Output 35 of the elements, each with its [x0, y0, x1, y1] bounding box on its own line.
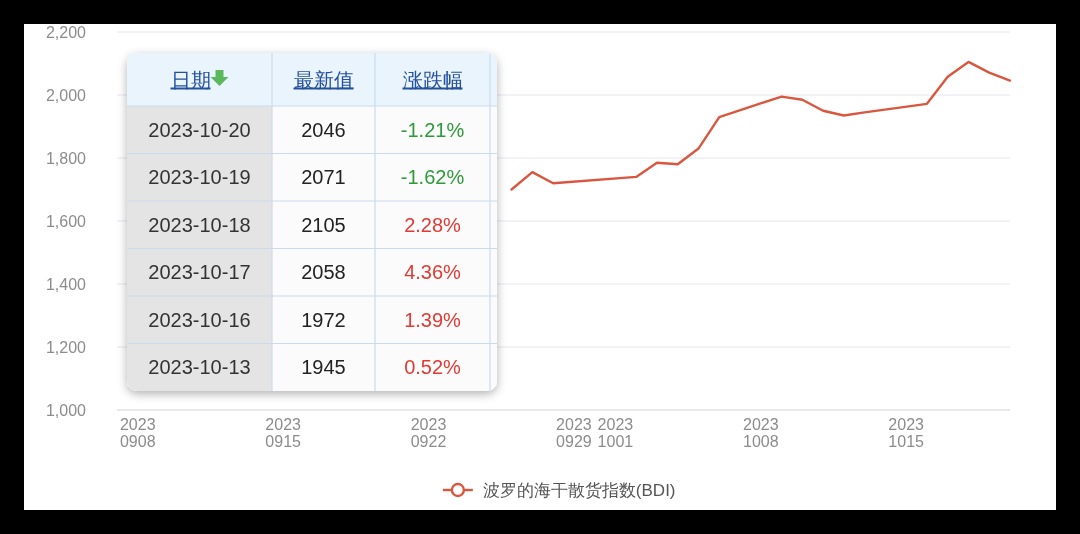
x-tick-label: 20230922: [410, 416, 447, 450]
category-label: 2023-10-17: [148, 261, 251, 284]
x-tick-label: 20230908: [119, 416, 156, 450]
x-tick-label: 20230915: [265, 416, 302, 450]
category-label: 2023-10-13: [148, 356, 251, 379]
category-label: 2023-10-16: [148, 308, 251, 331]
category-label: 2023-10-19: [148, 166, 251, 189]
data-label: 1972: [301, 308, 346, 331]
category-label: 2023-10-18: [148, 213, 251, 236]
data-label: 2.28%: [404, 213, 462, 236]
data-label: 2071: [301, 166, 346, 189]
y-tick-label: 2,200: [45, 23, 87, 41]
line-series: [510, 60, 1012, 191]
y-tick-label: 1,400: [45, 275, 87, 293]
x-tick-label: 20231015: [888, 416, 925, 450]
y-tick-label: 1,600: [45, 212, 87, 230]
x-tick-label: 20230929: [556, 416, 592, 450]
y-tick-label: 2,000: [45, 86, 87, 104]
x-tick-label: 20231008: [742, 416, 779, 450]
text: 日期: [170, 68, 211, 91]
data-label: 4.36%: [404, 261, 462, 284]
x-tick-label: 20231001: [597, 416, 634, 450]
y-tick-label: 1,800: [45, 149, 87, 167]
data-label: -1.21%: [400, 118, 465, 141]
data-label: 1945: [301, 356, 346, 379]
data-label: 2105: [301, 213, 346, 236]
y-tick-label: 1,200: [45, 338, 87, 356]
legend-label: 波罗的海干散货指数(BDI): [482, 481, 676, 500]
data-label: 0.52%: [404, 356, 462, 379]
category-label: 2023-10-20: [148, 118, 251, 141]
data-label: -1.62%: [400, 166, 465, 189]
data-label: 2046: [301, 118, 346, 141]
data-label: 1.39%: [404, 308, 462, 331]
data-label: 2058: [301, 261, 346, 284]
y-tick-label: 1,000: [45, 401, 87, 419]
